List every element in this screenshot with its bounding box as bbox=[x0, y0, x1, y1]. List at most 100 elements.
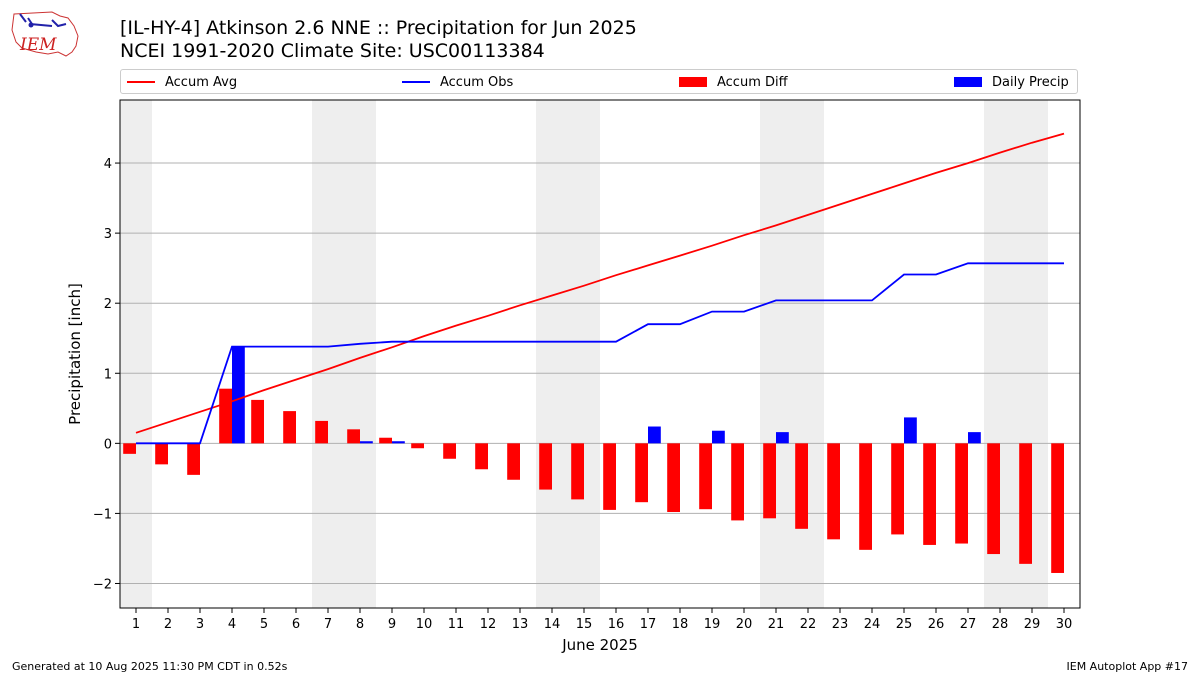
accum-diff-bar bbox=[795, 443, 808, 529]
daily-precip-bar bbox=[968, 432, 981, 444]
accum-diff-bar bbox=[379, 437, 392, 444]
legend-item-accum-avg: Accum Avg bbox=[127, 70, 237, 94]
accum-diff-bar bbox=[123, 443, 136, 454]
x-tick-label: 5 bbox=[260, 617, 268, 632]
x-tick-label: 28 bbox=[992, 617, 1009, 632]
x-tick-label: 12 bbox=[480, 617, 497, 632]
accum-diff-bar bbox=[603, 443, 616, 510]
accum-diff-bar bbox=[859, 443, 872, 550]
y-tick-label: 4 bbox=[104, 157, 112, 172]
accum-diff-bar bbox=[283, 411, 296, 444]
daily-precip-bar bbox=[360, 441, 373, 444]
plot-frame bbox=[119, 99, 1081, 609]
chart-subtitle: NCEI 1991-2020 Climate Site: USC00113384 bbox=[120, 40, 545, 62]
accum-diff-bar bbox=[1051, 443, 1064, 573]
legend-item-accum-diff: Accum Diff bbox=[679, 70, 788, 94]
accum-diff-bar bbox=[1019, 443, 1032, 564]
legend-swatch-accum-obs bbox=[402, 81, 430, 83]
weekend-shade bbox=[984, 100, 1016, 608]
accum-diff-bar bbox=[315, 420, 328, 444]
x-tick-label: 22 bbox=[800, 617, 817, 632]
iem-logo: IEM bbox=[11, 11, 79, 57]
accum-diff-bar bbox=[731, 443, 744, 521]
x-tick-label: 1 bbox=[132, 617, 140, 632]
accum-diff-bar bbox=[955, 443, 968, 544]
x-tick-label: 2 bbox=[164, 617, 172, 632]
daily-precip-bar bbox=[776, 432, 789, 444]
x-tick-label: 26 bbox=[928, 617, 945, 632]
accum-diff-bar bbox=[763, 443, 776, 519]
x-tick-label: 10 bbox=[416, 617, 433, 632]
accum-obs-line bbox=[136, 262, 1064, 445]
weekend-shade bbox=[120, 100, 152, 608]
accum-diff-bar bbox=[187, 443, 200, 475]
y-tick-label: −2 bbox=[93, 577, 112, 592]
x-tick-label: 16 bbox=[608, 617, 625, 632]
accum-diff-bar bbox=[987, 443, 1000, 555]
illinois-map-outline bbox=[11, 11, 79, 57]
legend-label-accum-obs: Accum Obs bbox=[440, 74, 514, 90]
weekend-shade bbox=[1016, 100, 1048, 608]
y-tick-label: 3 bbox=[104, 227, 112, 242]
accum-diff-bar bbox=[827, 443, 840, 540]
x-tick-label: 19 bbox=[704, 617, 721, 632]
x-tick-label: 24 bbox=[864, 617, 881, 632]
daily-precip-bar bbox=[648, 426, 661, 444]
x-tick-label: 25 bbox=[896, 617, 913, 632]
accum-diff-bar bbox=[347, 429, 360, 444]
weather-station-icon bbox=[19, 13, 67, 28]
accum-diff-bar bbox=[571, 443, 584, 500]
legend-label-daily-precip: Daily Precip bbox=[992, 74, 1069, 90]
legend-label-accum-avg: Accum Avg bbox=[165, 74, 238, 90]
legend-swatch-daily-precip bbox=[954, 77, 982, 87]
legend-label-accum-diff: Accum Diff bbox=[717, 74, 788, 90]
x-tick-label: 3 bbox=[196, 617, 204, 632]
x-tick-label: 9 bbox=[388, 617, 396, 632]
x-tick-label: 13 bbox=[512, 617, 529, 632]
x-tick-label: 30 bbox=[1056, 617, 1073, 632]
footer-generated-text: Generated at 10 Aug 2025 11:30 PM CDT in… bbox=[12, 660, 288, 673]
x-tick-label: 7 bbox=[324, 617, 332, 632]
y-axis-label: Precipitation [inch] bbox=[66, 283, 84, 425]
accum-diff-bar bbox=[539, 443, 552, 490]
y-tick-label: 0 bbox=[104, 437, 112, 452]
accum-diff-bar bbox=[667, 443, 680, 513]
daily-precip-bar bbox=[712, 430, 725, 444]
chart-title: [IL-HY-4] Atkinson 2.6 NNE :: Precipitat… bbox=[120, 17, 637, 39]
x-tick-label: 20 bbox=[736, 617, 753, 632]
weekend-shade bbox=[568, 100, 600, 608]
accum-diff-bar bbox=[251, 399, 264, 444]
x-tick-label: 14 bbox=[544, 617, 561, 632]
legend-item-accum-obs: Accum Obs bbox=[402, 70, 513, 94]
accum-diff-bar bbox=[411, 443, 424, 449]
accum-diff-bar bbox=[475, 443, 488, 470]
x-tick-label: 4 bbox=[228, 617, 236, 632]
y-tick-label: 1 bbox=[104, 367, 112, 382]
weekend-shade bbox=[760, 100, 792, 608]
weekend-shade bbox=[792, 100, 824, 608]
x-tick-label: 11 bbox=[448, 617, 465, 632]
x-tick-label: 17 bbox=[640, 617, 657, 632]
legend-swatch-accum-diff bbox=[679, 77, 707, 87]
x-tick-label: 6 bbox=[292, 617, 300, 632]
daily-precip-bar bbox=[904, 417, 917, 444]
accum-diff-bar bbox=[699, 443, 712, 510]
x-axis-label: June 2025 bbox=[561, 636, 638, 654]
weekend-shade bbox=[344, 100, 376, 608]
footer-app-text: IEM Autoplot App #17 bbox=[1066, 660, 1189, 673]
accum-diff-bar bbox=[923, 443, 936, 545]
y-tick-label: −1 bbox=[93, 507, 112, 522]
daily-precip-bar bbox=[232, 346, 245, 444]
daily-precip-bar bbox=[392, 441, 405, 444]
legend-swatch-accum-avg bbox=[127, 81, 155, 83]
y-tick-label: 2 bbox=[104, 297, 112, 312]
x-tick-label: 21 bbox=[768, 617, 785, 632]
accum-diff-bar bbox=[507, 443, 520, 480]
chart-legend: Accum Avg Accum Obs Accum Diff Daily Pre… bbox=[120, 69, 1078, 94]
accum-avg-line bbox=[135, 132, 1065, 434]
accum-diff-bar bbox=[155, 443, 168, 465]
x-tick-label: 27 bbox=[960, 617, 977, 632]
x-tick-label: 29 bbox=[1024, 617, 1041, 632]
accum-diff-bar bbox=[891, 443, 904, 535]
